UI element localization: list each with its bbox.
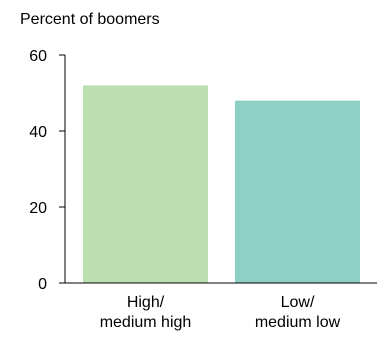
y-tick-label: 0 — [38, 276, 47, 293]
y-tick-label: 20 — [29, 200, 47, 217]
y-axis-title: Percent of boomers — [20, 11, 160, 28]
bar-2 — [235, 100, 360, 283]
plot-area: 0 20 40 60 High/medium high Low/medium low — [29, 48, 377, 331]
bar-1 — [83, 85, 208, 284]
x-category-label: Low/medium low — [255, 294, 341, 331]
y-tick-label: 60 — [29, 48, 47, 65]
x-category-label: High/medium high — [100, 294, 192, 331]
y-tick-label: 40 — [29, 124, 47, 141]
